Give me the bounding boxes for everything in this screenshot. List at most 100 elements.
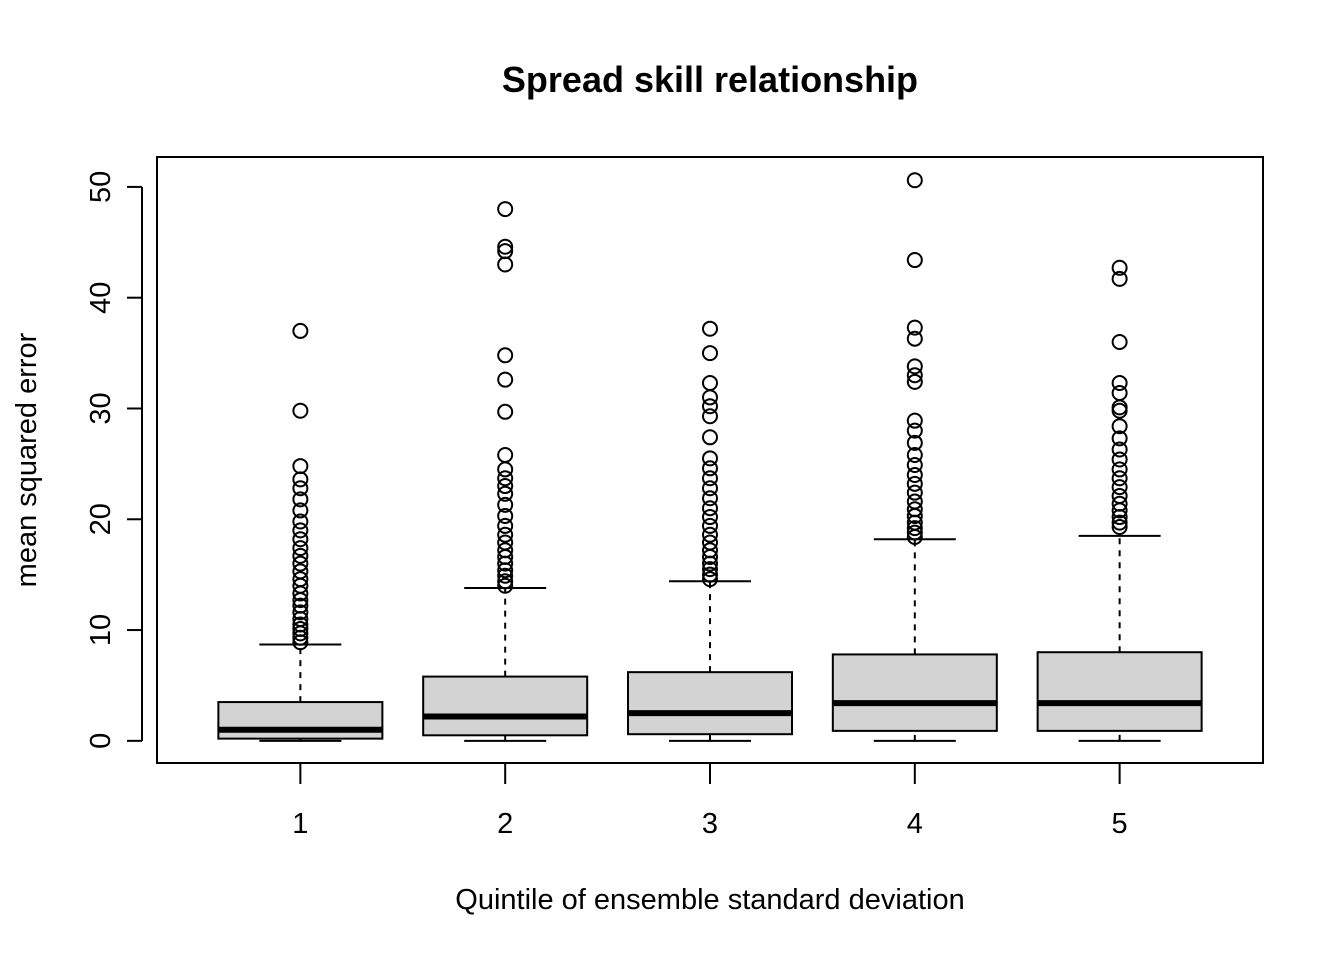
y-tick-label: 50	[85, 171, 117, 203]
box-group-4	[831, 172, 998, 742]
outlier-point	[906, 412, 923, 429]
outlier-point	[292, 604, 309, 621]
outlier-point	[1111, 514, 1128, 531]
outlier-point	[906, 172, 923, 189]
outlier-point	[497, 238, 514, 255]
outlier-point	[497, 534, 514, 551]
outlier-point	[702, 490, 718, 507]
outlier-point	[292, 480, 309, 497]
outlier-point	[702, 571, 718, 588]
outlier-point	[1111, 441, 1128, 458]
outlier-point	[1111, 451, 1128, 468]
x-tick-label: 4	[907, 808, 923, 840]
y-axis-label: mean squared error	[11, 332, 43, 587]
outlier-point	[702, 500, 718, 517]
outlier-point	[702, 534, 718, 551]
outlier-point	[497, 485, 514, 502]
outlier-point	[497, 577, 514, 594]
outlier-point	[906, 475, 923, 492]
outlier-point	[1111, 495, 1128, 512]
outlier-point	[906, 252, 923, 269]
box-group-2	[422, 201, 589, 742]
box	[831, 653, 998, 732]
outlier-point	[702, 566, 718, 583]
outlier-point	[497, 403, 514, 420]
outlier-point	[292, 547, 309, 564]
outlier-point	[1111, 384, 1128, 401]
outlier-point	[702, 450, 718, 467]
outlier-point	[1111, 375, 1128, 392]
outlier-point	[906, 520, 923, 537]
outlier-point	[497, 542, 514, 559]
outlier-point	[702, 375, 718, 392]
outlier-point	[292, 620, 309, 637]
outlier-point	[702, 526, 718, 543]
outlier-point	[292, 522, 309, 539]
boxes	[217, 172, 1203, 742]
outlier-point	[497, 256, 514, 273]
box	[1036, 651, 1203, 732]
outlier-point	[292, 458, 309, 475]
box-group-1	[217, 322, 384, 742]
box-group-3	[627, 320, 793, 742]
outlier-point	[292, 402, 309, 419]
outlier-point	[906, 367, 923, 384]
outlier-point	[497, 347, 514, 364]
outlier-point	[497, 567, 514, 584]
outlier-point	[497, 461, 514, 478]
x-axis: 1 2 3 4 5	[292, 762, 1128, 840]
y-tick-label: 20	[85, 503, 117, 535]
outlier-point	[292, 597, 309, 614]
y-tick-label: 0	[85, 733, 117, 749]
outlier-point	[497, 526, 514, 543]
outlier-point	[702, 408, 718, 425]
outlier-point	[702, 429, 718, 446]
outlier-point	[702, 542, 718, 559]
chart-title: Spread skill relationship	[502, 59, 918, 100]
outlier-point	[1111, 334, 1128, 351]
outlier-point	[906, 466, 923, 483]
outlier-point	[292, 563, 309, 580]
outlier-point	[1111, 418, 1128, 435]
outlier-point	[292, 502, 309, 519]
box	[217, 701, 384, 740]
outlier-point	[292, 531, 309, 548]
x-tick-label: 1	[292, 808, 308, 840]
outlier-point	[292, 540, 309, 557]
outlier-point	[1111, 259, 1128, 276]
outlier-point	[702, 389, 718, 406]
y-tick-label: 30	[85, 392, 117, 424]
outlier-point	[1111, 270, 1128, 287]
outlier-point	[906, 493, 923, 510]
outlier-point	[497, 447, 514, 464]
outlier-point	[497, 470, 514, 487]
outlier-point	[906, 447, 923, 464]
outlier-point	[1111, 402, 1128, 419]
outlier-point	[497, 243, 514, 260]
outlier-point	[702, 398, 718, 415]
outlier-point	[1111, 519, 1128, 536]
outlier-point	[292, 322, 309, 339]
outlier-point	[702, 470, 718, 487]
outlier-point	[702, 320, 718, 337]
box	[627, 671, 793, 736]
outlier-point	[1111, 488, 1128, 505]
outlier-point	[1111, 479, 1128, 496]
outlier-point	[906, 330, 923, 347]
outlier-point	[292, 513, 309, 530]
outlier-point	[497, 478, 514, 495]
outlier-point	[497, 517, 514, 534]
outlier-point	[292, 471, 309, 488]
x-axis-label: Quintile of ensemble standard deviation	[455, 884, 964, 916]
outlier-point	[497, 496, 514, 513]
outlier-point	[292, 616, 309, 633]
outlier-point	[1111, 470, 1128, 487]
outlier-point	[906, 434, 923, 451]
x-tick-label: 3	[702, 808, 718, 840]
outlier-point	[497, 201, 514, 218]
outlier-point	[1111, 430, 1128, 447]
outlier-point	[906, 422, 923, 439]
outlier-point	[292, 555, 309, 572]
outlier-point	[906, 524, 923, 541]
